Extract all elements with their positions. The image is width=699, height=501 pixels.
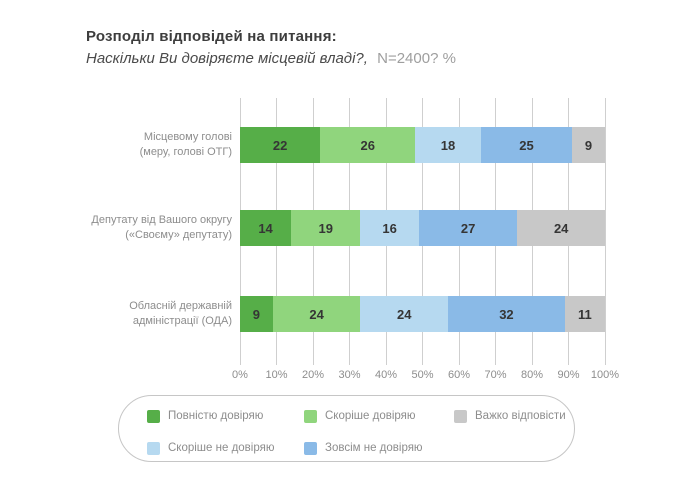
- bar-value-label: 14: [258, 220, 273, 236]
- bar-segment: 24: [360, 296, 449, 332]
- bar-segment: 14: [240, 210, 292, 246]
- legend-item: Повністю довіряю: [147, 409, 263, 423]
- category-label: Місцевому голові (меру, голові ОТГ): [62, 130, 232, 160]
- legend-swatch: [304, 441, 317, 455]
- bar-value-label: 26: [360, 137, 375, 153]
- bar-segment: 24: [272, 296, 361, 332]
- bar-row: 9 24 24 32 11: [240, 296, 605, 332]
- bar-value-label: 16: [382, 220, 397, 236]
- legend-label: Зовсім не довіряю: [325, 442, 423, 454]
- legend-swatch: [147, 441, 160, 455]
- bar-segment: 25: [480, 127, 573, 163]
- bar-value-label: 25: [519, 137, 534, 153]
- x-tick-label: 0%: [232, 369, 248, 381]
- subtitle-sample-size: N=2400? %: [377, 50, 456, 67]
- category-label-line: (меру, голові ОТГ): [139, 146, 232, 158]
- bar-segment: 32: [448, 296, 565, 332]
- x-tick-label: 40%: [374, 369, 398, 381]
- bar-segment: 22: [240, 127, 321, 163]
- category-label-line: («Своєму» депутату): [125, 229, 232, 241]
- bar-value-label: 24: [309, 306, 324, 322]
- bar-segment: 24: [517, 210, 605, 246]
- bar-value-label: 18: [440, 137, 456, 153]
- bar-value-label: 24: [397, 306, 412, 322]
- legend-item: Зовсім не довіряю: [304, 441, 423, 455]
- bar-value-label: 11: [578, 306, 592, 322]
- x-tick-label: 50%: [411, 369, 434, 381]
- bar-segment: 26: [320, 127, 416, 163]
- page-title: Розподіл відповідей на питання:: [86, 28, 337, 45]
- bar-segment: 19: [291, 210, 361, 246]
- x-tick-label: 90%: [557, 369, 580, 381]
- bar-value-label: 9: [584, 137, 593, 153]
- bar-segment: 9: [572, 127, 605, 163]
- x-tick-label: 10%: [265, 369, 288, 381]
- legend-swatch: [304, 409, 317, 423]
- category-label-line: адміністрації (ОДА): [132, 315, 232, 327]
- bar-value-label: 19: [318, 220, 333, 236]
- bar-row: 14 19 16 27 24: [240, 210, 605, 246]
- legend-label: Скоріше не довіряю: [168, 442, 275, 454]
- legend-item: Скоріше довіряю: [304, 409, 416, 423]
- bar-value-label: 22: [272, 137, 288, 153]
- x-tick-label: 80%: [520, 369, 544, 381]
- bar-value-label: 24: [553, 220, 569, 236]
- bar-value-label: 9: [252, 306, 261, 322]
- bar-segment: 18: [415, 127, 481, 163]
- bar-value-label: 27: [460, 220, 476, 236]
- bar-segment: 9: [240, 296, 273, 332]
- bar-segment: 16: [360, 210, 419, 246]
- x-tick-label: 60%: [447, 369, 471, 381]
- bar-value-label: 32: [499, 306, 514, 322]
- legend: Повністю довіряю Скоріше довіряю Важко від…: [118, 395, 575, 462]
- x-tick-label: 100%: [590, 369, 620, 381]
- legend-label: Важко відповісти: [475, 410, 566, 422]
- category-label: Депутату від Вашого округу («Своєму» депу…: [62, 213, 232, 243]
- page-subtitle: Наскільки Ви довіряєте місцевій владі?, …: [86, 50, 456, 67]
- x-tick-label: 30%: [338, 369, 361, 381]
- legend-swatch: [454, 409, 467, 423]
- legend-item: Важко відповісти: [454, 409, 566, 423]
- x-tick-label: 70%: [484, 369, 507, 381]
- category-label-line: Обласній державній: [129, 300, 232, 312]
- bar-row: 22 26 18 25 9: [240, 127, 605, 163]
- gridline: [604, 98, 606, 365]
- category-label-line: Місцевому голові: [143, 131, 232, 143]
- legend-label: Скоріше довіряю: [325, 410, 416, 422]
- subtitle-question: Наскільки Ви довіряєте місцевій владі?,: [86, 50, 368, 67]
- legend-item: Скоріше не довіряю: [147, 441, 274, 455]
- bar-segment: 11: [564, 296, 605, 332]
- legend-label: Повністю довіряю: [168, 410, 264, 422]
- legend-swatch: [147, 409, 160, 423]
- bar-segment: 27: [418, 210, 518, 246]
- category-label: Обласній державній адміністрації (ОДА): [62, 299, 232, 329]
- x-tick-label: 20%: [301, 369, 325, 381]
- category-label-line: Депутату від Вашого округу: [91, 214, 232, 226]
